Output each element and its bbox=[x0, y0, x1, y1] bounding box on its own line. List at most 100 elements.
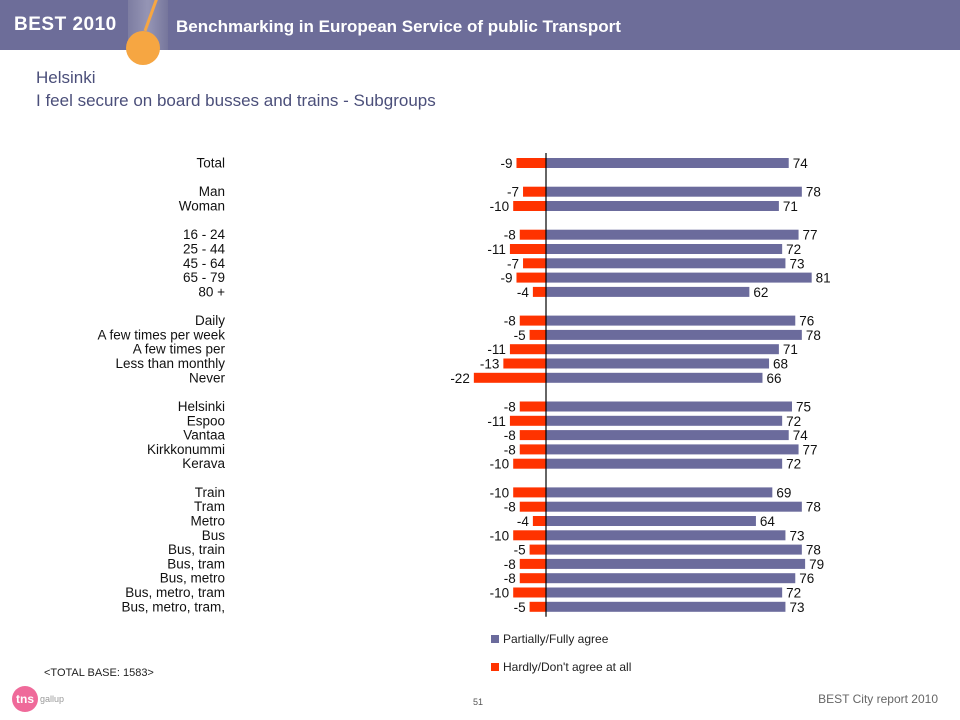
data-label-agree: 72 bbox=[786, 457, 801, 472]
data-label-agree: 78 bbox=[806, 543, 821, 558]
data-label-disagree: -7 bbox=[507, 256, 519, 271]
data-label-agree: 76 bbox=[799, 314, 814, 329]
data-label-disagree: -8 bbox=[504, 400, 516, 415]
category-label: Espoo bbox=[187, 413, 225, 428]
data-label-agree: 73 bbox=[789, 600, 804, 615]
total-base-note: <TOTAL BASE: 1583> bbox=[44, 667, 154, 679]
data-label-agree: 72 bbox=[786, 414, 801, 429]
legend-disagree-label: Hardly/Don't agree at all bbox=[503, 660, 632, 674]
bar-disagree bbox=[532, 286, 546, 297]
data-label-agree: 73 bbox=[789, 256, 804, 271]
bar-agree bbox=[546, 516, 756, 526]
data-label-agree: 71 bbox=[783, 199, 798, 214]
bar-disagree bbox=[509, 244, 546, 254]
category-label: 45 - 64 bbox=[183, 256, 226, 271]
data-label-disagree: -11 bbox=[487, 342, 506, 357]
bar-agree bbox=[546, 487, 773, 498]
bar-disagree bbox=[523, 258, 546, 269]
header-title: Benchmarking in European Service of publ… bbox=[176, 17, 621, 36]
category-label: 25 - 44 bbox=[183, 242, 226, 257]
category-label: Man bbox=[199, 184, 225, 199]
gallup-text: gallup bbox=[40, 694, 65, 704]
best-logo: BEST 2010 bbox=[14, 14, 117, 35]
category-label: Woman bbox=[179, 199, 225, 214]
bar-agree bbox=[546, 329, 802, 340]
bar-disagree bbox=[529, 329, 546, 340]
tns-gallup-logo: tns gallup bbox=[12, 686, 82, 712]
category-label: Kerava bbox=[182, 456, 225, 471]
data-label-agree: 73 bbox=[789, 528, 804, 543]
bar-agree bbox=[546, 315, 796, 326]
bar-agree bbox=[546, 544, 802, 555]
bar-disagree bbox=[513, 201, 546, 211]
data-label-disagree: -10 bbox=[490, 485, 510, 500]
data-label-agree: 78 bbox=[806, 185, 821, 200]
bar-agree bbox=[546, 186, 802, 197]
bar-disagree bbox=[519, 315, 546, 326]
bar-agree bbox=[546, 201, 779, 211]
footer-report: BEST City report 2010 bbox=[818, 692, 938, 706]
data-label-disagree: -8 bbox=[504, 500, 516, 515]
category-label: Bus, metro, tram bbox=[125, 585, 225, 600]
legend-agree-label: Partially/Fully agree bbox=[503, 632, 609, 646]
bar-agree bbox=[546, 587, 783, 598]
data-label-agree: 72 bbox=[786, 242, 801, 257]
data-label-disagree: -11 bbox=[487, 242, 506, 257]
bar-agree bbox=[546, 372, 763, 383]
bar-agree bbox=[546, 272, 812, 283]
category-label: Train bbox=[195, 485, 225, 500]
category-label: A few times per bbox=[133, 342, 226, 357]
category-label: 65 - 79 bbox=[183, 270, 225, 285]
data-label-disagree: -7 bbox=[507, 185, 519, 200]
category-label: Total bbox=[196, 156, 225, 171]
bar-disagree bbox=[519, 573, 546, 584]
data-label-agree: 76 bbox=[799, 571, 814, 586]
bar-disagree bbox=[513, 530, 546, 541]
data-label-disagree: -8 bbox=[504, 428, 516, 443]
category-label: Bus bbox=[202, 528, 226, 543]
data-label-disagree: -5 bbox=[514, 543, 526, 558]
bar-disagree bbox=[519, 430, 546, 441]
data-label-disagree: -8 bbox=[504, 228, 516, 243]
bar-agree bbox=[546, 158, 789, 168]
bar-agree bbox=[546, 501, 802, 512]
bar-disagree bbox=[523, 186, 546, 197]
orange-dot-decoration bbox=[126, 31, 160, 65]
bar-agree bbox=[546, 573, 796, 584]
data-label-disagree: -9 bbox=[500, 271, 512, 286]
bar-agree bbox=[546, 344, 779, 355]
category-label: Bus, metro, tram, bbox=[121, 599, 225, 614]
bar-disagree bbox=[519, 501, 546, 512]
data-label-agree: 64 bbox=[760, 514, 776, 529]
bar-agree bbox=[546, 229, 799, 240]
data-label-disagree: -5 bbox=[514, 328, 526, 343]
bar-agree bbox=[546, 444, 799, 455]
data-label-agree: 77 bbox=[803, 442, 818, 457]
category-label: Helsinki bbox=[178, 399, 225, 414]
bar-disagree bbox=[519, 229, 546, 240]
data-label-agree: 77 bbox=[803, 228, 818, 243]
bar-disagree bbox=[513, 487, 546, 498]
category-label: 16 - 24 bbox=[183, 227, 226, 242]
data-label-disagree: -11 bbox=[487, 414, 506, 429]
data-label-disagree: -8 bbox=[504, 571, 516, 586]
tns-mark: tns bbox=[12, 686, 38, 712]
bar-agree bbox=[546, 530, 786, 541]
category-label: Bus, metro bbox=[160, 571, 225, 586]
bar-disagree bbox=[519, 444, 546, 455]
category-label: Never bbox=[189, 370, 226, 385]
bar-disagree bbox=[509, 344, 546, 355]
category-label: A few times per week bbox=[97, 327, 225, 342]
data-label-disagree: -8 bbox=[504, 314, 516, 329]
bar-agree bbox=[546, 458, 783, 469]
page-subtitle: I feel secure on board busses and trains… bbox=[36, 91, 436, 110]
bar-agree bbox=[546, 415, 783, 426]
data-label-disagree: -10 bbox=[490, 457, 510, 472]
legend-agree-swatch bbox=[491, 635, 499, 643]
bar-disagree bbox=[503, 358, 546, 369]
category-label: Metro bbox=[190, 514, 225, 529]
data-label-agree: 75 bbox=[796, 400, 811, 415]
category-label: Daily bbox=[195, 313, 225, 328]
page-number: 51 bbox=[473, 697, 484, 707]
data-label-disagree: -8 bbox=[504, 557, 516, 572]
